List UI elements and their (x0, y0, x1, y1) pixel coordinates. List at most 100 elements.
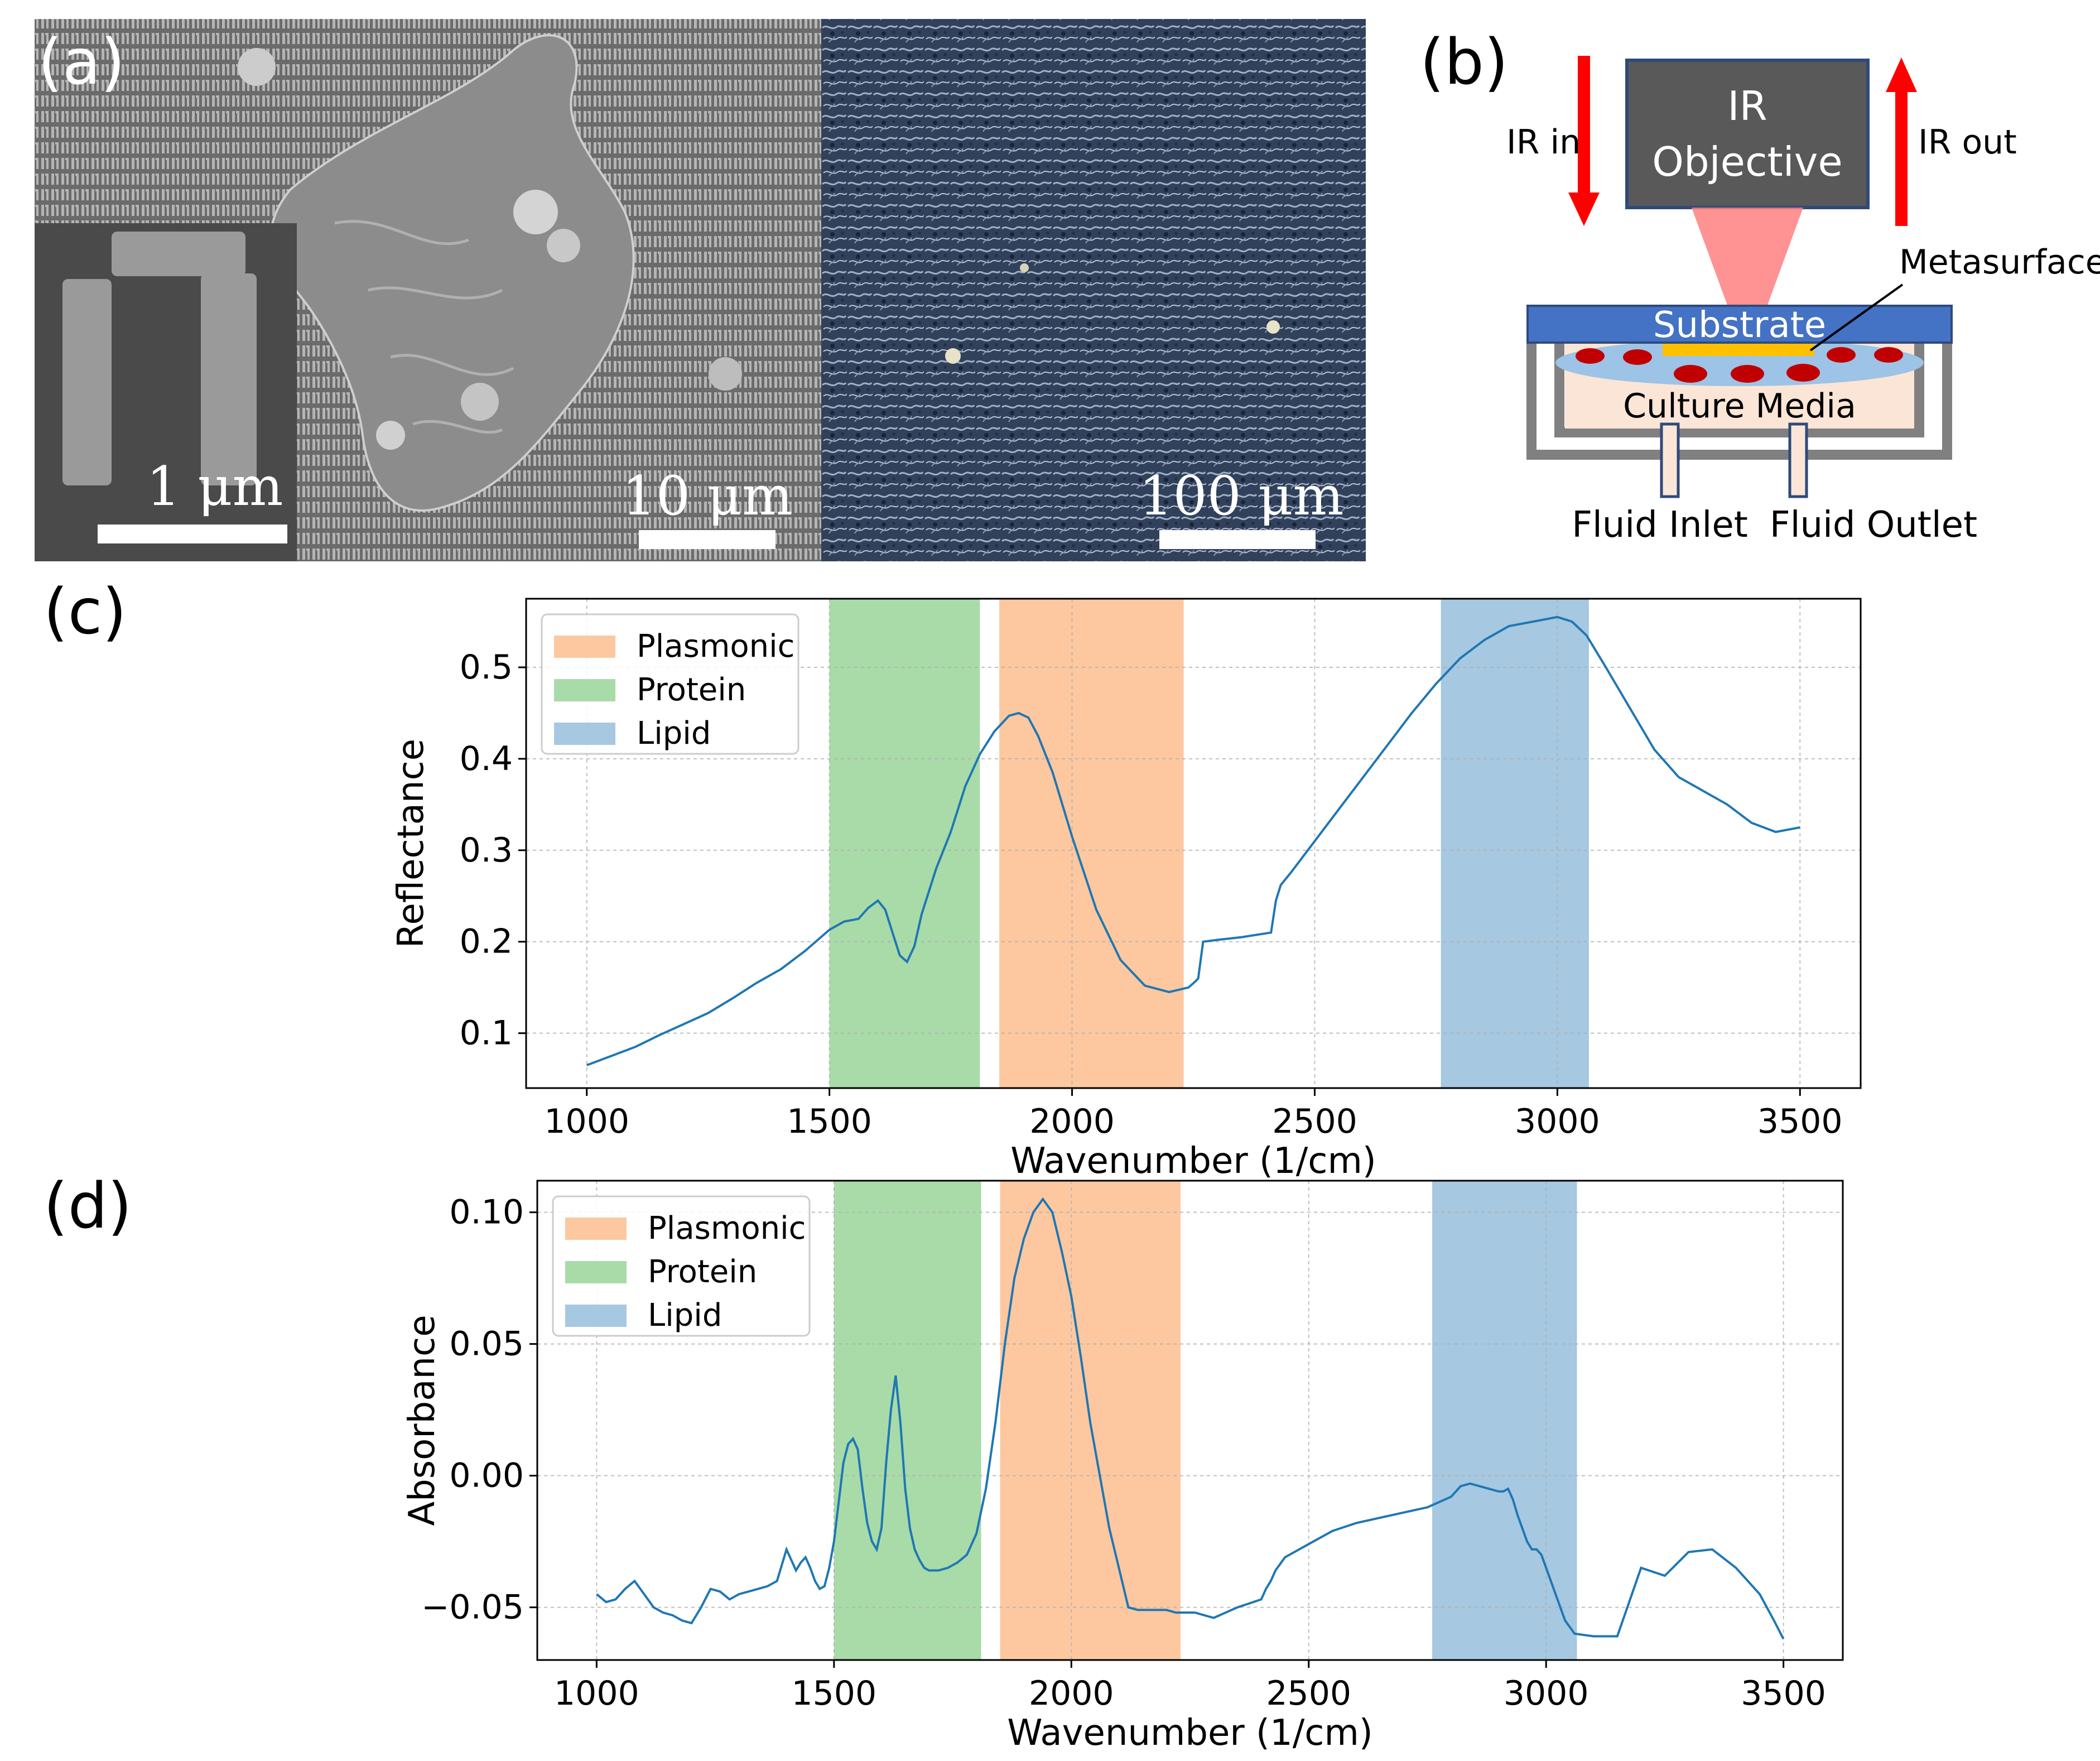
y-tick-label: 0.5 (460, 648, 513, 687)
legend-label: Plasmonic (648, 1210, 806, 1247)
plot-frame (525, 598, 1862, 1089)
legend-label: Protein (648, 1254, 757, 1290)
legend-swatch (565, 1218, 627, 1240)
band-lipid (1432, 1181, 1577, 1660)
ir-out-arrow-shaft (1895, 89, 1908, 226)
legend-swatch (554, 679, 615, 701)
legend-swatch (565, 1261, 627, 1283)
objective-label-line1: IR (1727, 83, 1767, 129)
sem-cell (269, 34, 635, 512)
y-tick-label: 0.4 (460, 739, 513, 778)
chart-panel-c: (c) 1000 1500 2000 2500 3000 3500 0.1 0.2 0.3 0.4 0… (44, 576, 1862, 1182)
series-line (586, 615, 1800, 1066)
band-protein (834, 1181, 981, 1660)
y-tick-label: 0.10 (449, 1193, 524, 1232)
legend-label: Lipid (637, 715, 711, 752)
x-tick-label: 3000 (1504, 1674, 1589, 1713)
metasurface-leader (1809, 283, 1904, 352)
fluid-outlet-tube (1788, 422, 1808, 498)
series-line (596, 1197, 1785, 1640)
sem-debris (376, 421, 405, 450)
x-tick-label: 2000 (1029, 1674, 1114, 1713)
y-tick-label: −0.05 (421, 1588, 524, 1627)
optical-image (821, 19, 1366, 561)
optical-vesicle (1020, 263, 1029, 272)
optical-vesicle (1266, 320, 1280, 334)
x-axis-label: Wavenumber (1/cm) (1007, 1712, 1373, 1754)
scalebar-1um-label: 1 μm (146, 455, 283, 518)
y-tick-label: 0.3 (460, 831, 513, 870)
x-axis-label: Wavenumber (1/cm) (1010, 1141, 1376, 1182)
x-tick-label: 3500 (1741, 1674, 1826, 1713)
panel-b-label: (b) (1420, 26, 1508, 99)
x-tick-label: 1000 (544, 1102, 629, 1141)
scalebar-100um-label: 100 μm (1139, 465, 1343, 527)
legend-swatch (565, 1305, 627, 1327)
substrate-label: Substrate (1653, 305, 1826, 346)
plot-frame (536, 1180, 1844, 1661)
fluid-inlet-tube (1660, 422, 1680, 498)
scalebar-100um (1159, 530, 1316, 549)
inset-bar-top (112, 232, 245, 276)
fluid-inlet-label: Fluid Inlet (1572, 504, 1748, 546)
legend-swatch (554, 723, 615, 745)
metasurface-label: Metasurface (1899, 243, 2100, 282)
x-tick-label: 2500 (1272, 1102, 1357, 1141)
cell-nucleus (1731, 365, 1764, 383)
panel-a: 1 μm 10 μm 100 μm (a) (35, 19, 1366, 561)
x-tick-label: 2000 (1029, 1102, 1115, 1141)
y-tick-label: 0.00 (449, 1456, 524, 1495)
y-tick-label: 0.2 (460, 922, 513, 961)
y-axis-label: Absorbance (402, 1315, 443, 1526)
sem-debris (709, 357, 742, 391)
cell-nucleus (1674, 365, 1707, 383)
ir-in-arrow-head (1568, 193, 1600, 226)
inset-bar-right (201, 273, 257, 485)
inset-bar-left (62, 279, 112, 485)
chamber-inner-frame (1554, 335, 1924, 437)
fluid-outlet-label: Fluid Outlet (1770, 504, 1977, 546)
metasurface-strip (1663, 343, 1814, 356)
x-tick-label: 3000 (1515, 1102, 1600, 1141)
x-tick-label: 1500 (787, 1102, 872, 1141)
cell-nucleus (1576, 348, 1605, 364)
scalebar-1um (98, 525, 287, 543)
objective-label-line2: Objective (1652, 138, 1842, 185)
ir-in-label: IR in (1506, 123, 1581, 162)
sem-debris (513, 190, 558, 234)
cell-nucleus (1623, 349, 1652, 365)
x-tick-label: 1000 (554, 1674, 639, 1713)
optical-vesicle (945, 348, 961, 364)
culture-media-label: Culture Media (1623, 387, 1856, 426)
y-tick-label: 0.05 (449, 1325, 524, 1364)
x-tick-label: 2500 (1266, 1674, 1351, 1713)
chart-panel-d: (d) 1000 1500 2000 2500 3000 3500 −0.05 0.00 0.05… (44, 1170, 1844, 1754)
panel-label: (c) (44, 576, 127, 648)
sem-debris (238, 48, 276, 86)
x-tick-label: 1500 (791, 1674, 876, 1713)
panel-a-label: (a) (38, 26, 125, 99)
panel-b: (b) IR in IR out IR Objective Substra (1420, 26, 2100, 546)
y-axis-label: Reflectance (391, 739, 432, 948)
legend-swatch (554, 636, 615, 658)
ir-out-arrow-head (1886, 57, 1917, 92)
scalebar-10um-label: 10 μm (622, 465, 793, 527)
band-lipid (1441, 599, 1589, 1088)
sem-debris (461, 383, 499, 421)
legend-label: Plasmonic (637, 628, 794, 665)
legend-label: Lipid (648, 1297, 722, 1334)
ir-objective (1625, 59, 1870, 209)
cell-nucleus (1874, 347, 1903, 363)
cell-nucleus (1827, 347, 1856, 363)
sem-debris (547, 229, 580, 262)
y-tick-label: 0.1 (460, 1014, 513, 1053)
chamber-outer-frame (1526, 329, 1952, 460)
ir-in-arrow-shaft (1578, 56, 1590, 195)
substrate (1526, 305, 1953, 344)
ir-beam (1692, 208, 1803, 360)
panel-label: (d) (44, 1170, 132, 1243)
band-protein (829, 599, 980, 1088)
band-plasmonic (999, 599, 1184, 1088)
ir-out-label: IR out (1918, 123, 2017, 162)
